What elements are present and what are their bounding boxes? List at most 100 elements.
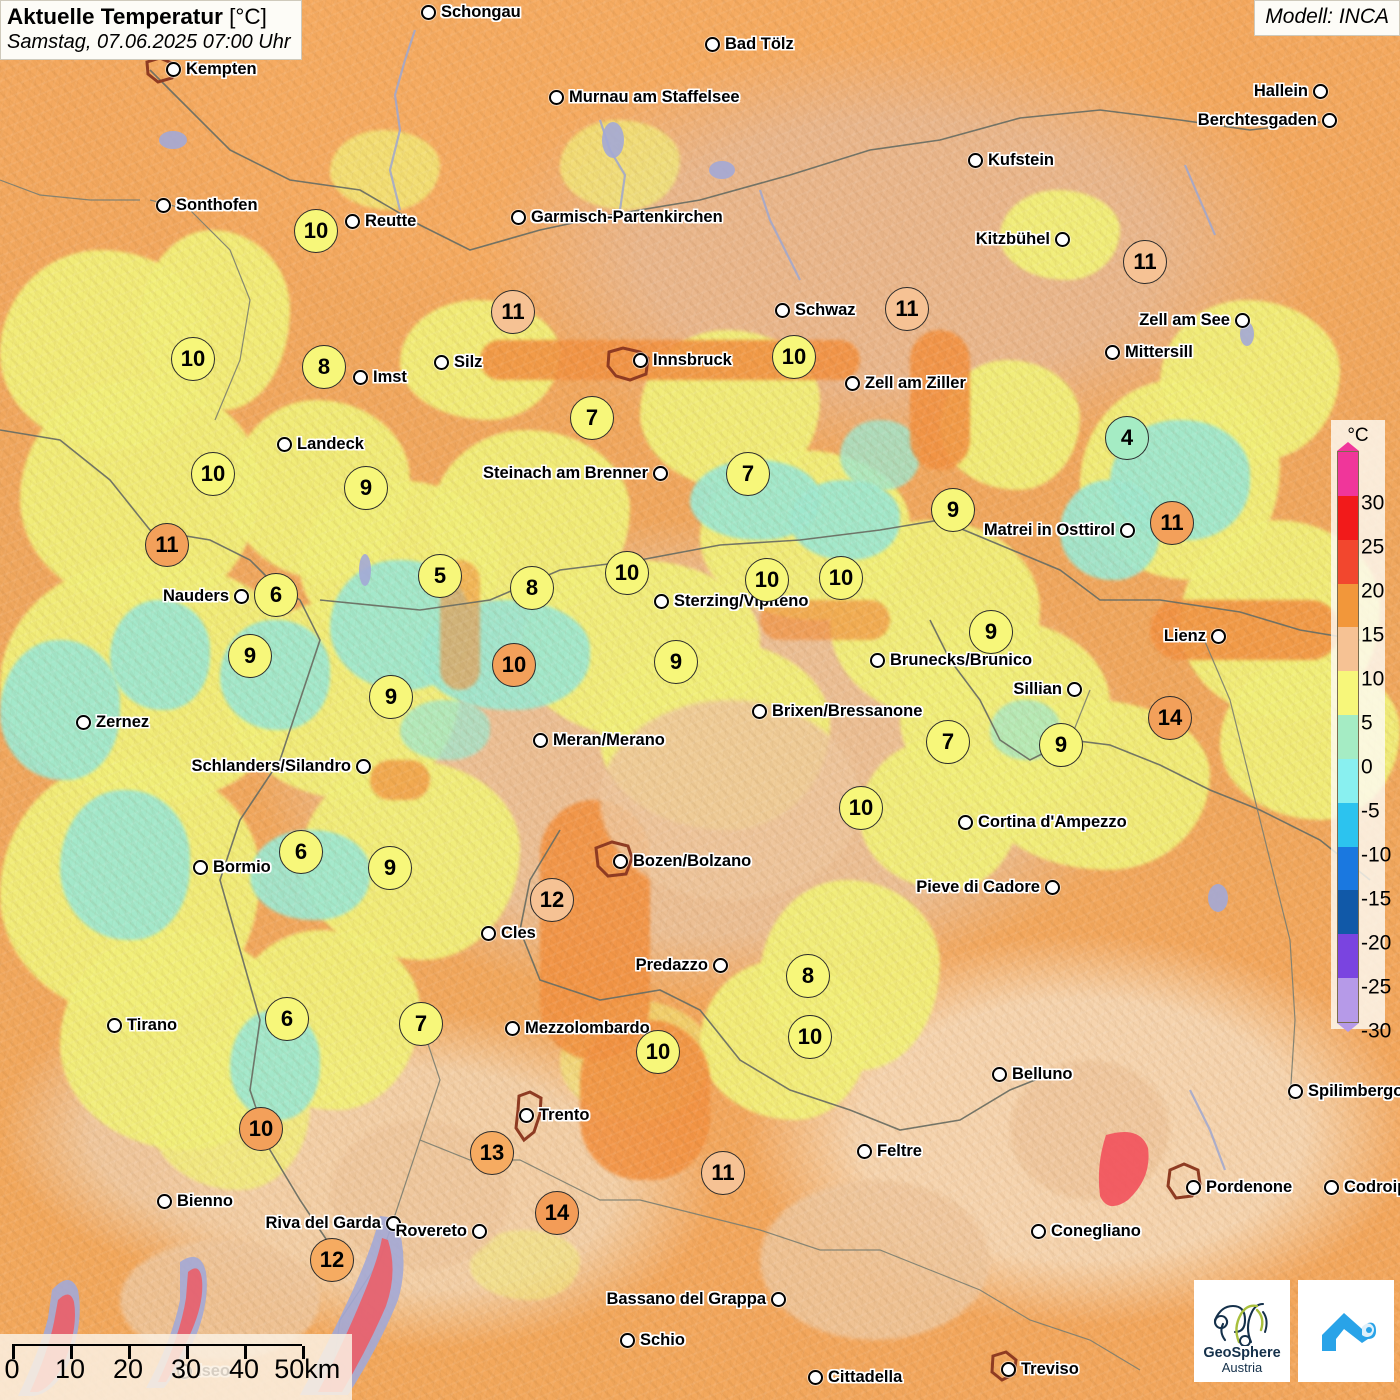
station-temperature-marker[interactable]: 11 <box>701 1151 745 1195</box>
station-temperature-marker[interactable]: 10 <box>605 551 649 595</box>
city-marker-icon <box>713 957 728 973</box>
station-temperature-marker[interactable]: 10 <box>636 1030 680 1074</box>
city-name: Rovereto <box>395 1222 467 1240</box>
geosphere-subtitle: Austria <box>1221 1360 1263 1376</box>
city-name: Meran/Merano <box>553 731 665 749</box>
city-marker-icon <box>166 61 181 77</box>
city-marker-icon <box>958 814 973 830</box>
station-temperature-marker[interactable]: 14 <box>1148 696 1192 740</box>
scale-label: 10 <box>54 1354 86 1384</box>
station-temperature-marker[interactable]: 10 <box>745 558 789 602</box>
station-temperature-marker[interactable]: 12 <box>310 1238 354 1282</box>
station-temperature-marker[interactable]: 10 <box>294 209 338 253</box>
colorbar-strip <box>1337 451 1359 1023</box>
station-temperature-marker[interactable]: 11 <box>1150 501 1194 545</box>
city-name: Conegliano <box>1051 1222 1141 1240</box>
scale-tick <box>70 1346 73 1359</box>
station-temperature-marker[interactable]: 10 <box>239 1107 283 1151</box>
station-temperature-marker[interactable]: 7 <box>726 452 770 496</box>
station-temperature-marker[interactable]: 9 <box>654 640 698 684</box>
station-temperature-marker[interactable]: 8 <box>786 954 830 998</box>
city-marker-icon <box>519 1107 534 1123</box>
station-temperature-marker[interactable]: 11 <box>491 290 535 334</box>
city-name: Sterzing/Vipiteno <box>674 592 809 610</box>
station-temperature-marker[interactable]: 10 <box>788 1015 832 1059</box>
station-temperature-marker[interactable]: 10 <box>819 556 863 600</box>
city-name: Imst <box>373 368 407 386</box>
colorbar-tick-label: 0 <box>1361 755 1373 779</box>
station-temperature-marker[interactable]: 11 <box>145 523 189 567</box>
station-temperature-marker[interactable]: 6 <box>254 573 298 617</box>
station-temperature-marker[interactable]: 11 <box>885 287 929 331</box>
station-temperature-marker[interactable]: 4 <box>1105 416 1149 460</box>
city-label: Riva del Garda <box>265 1215 401 1232</box>
city-marker-icon <box>845 375 860 391</box>
city-label: Cittadella <box>808 1369 902 1386</box>
station-temperature-marker[interactable]: 6 <box>265 997 309 1041</box>
colorbar-segment-b15_20 <box>1338 583 1358 628</box>
city-name: Bienno <box>177 1192 233 1210</box>
city-name: Matrei in Osttirol <box>983 521 1115 539</box>
city-name: Schlanders/Silandro <box>191 757 351 775</box>
station-temperature-marker[interactable]: 9 <box>228 634 272 678</box>
city-name: Sonthofen <box>176 196 258 214</box>
city-name: Brunecks/Brunico <box>890 651 1033 669</box>
scale-label: 0 <box>4 1354 20 1384</box>
station-temperature-marker[interactable]: 8 <box>302 345 346 389</box>
station-temperature-marker[interactable]: 7 <box>399 1002 443 1046</box>
colorbar-arrow-top-icon <box>1337 442 1359 451</box>
city-name: Steinach am Brenner <box>482 464 648 482</box>
city-name: Trento <box>539 1106 590 1124</box>
city-marker-icon <box>107 1017 122 1033</box>
station-temperature-marker[interactable]: 9 <box>1039 723 1083 767</box>
city-name: Schio <box>640 1331 685 1349</box>
station-temperature-marker[interactable]: 10 <box>191 452 235 496</box>
station-temperature-marker[interactable]: 12 <box>530 878 574 922</box>
city-marker-icon <box>992 1066 1007 1082</box>
station-temperature-marker[interactable]: 9 <box>344 466 388 510</box>
city-label: Schongau <box>421 4 521 21</box>
city-label: Zernez <box>76 714 149 731</box>
city-name: Riva del Garda <box>265 1214 381 1232</box>
scale-label: 20 <box>112 1354 144 1384</box>
station-temperature-marker[interactable]: 9 <box>969 610 1013 654</box>
city-label: Sonthofen <box>156 197 258 214</box>
city-marker-icon <box>1235 312 1250 328</box>
station-temperature-marker[interactable]: 9 <box>368 846 412 890</box>
colorbar-tick-label: 10 <box>1361 667 1385 691</box>
station-temperature-marker[interactable]: 7 <box>926 720 970 764</box>
station-temperature-marker[interactable]: 6 <box>279 830 323 874</box>
station-temperature-marker[interactable]: 13 <box>470 1131 514 1175</box>
city-label: Kufstein <box>968 152 1054 169</box>
city-name: Murnau am Staffelsee <box>569 88 740 106</box>
colorbar-segment-b5_10 <box>1338 671 1358 716</box>
city-label: Feltre <box>857 1143 922 1160</box>
city-marker-icon <box>193 859 208 875</box>
station-temperature-marker[interactable]: 10 <box>772 335 816 379</box>
station-temperature-marker[interactable]: 8 <box>510 566 554 610</box>
station-temperature-marker[interactable]: 10 <box>492 643 536 687</box>
scale-label: 50km <box>274 1354 341 1384</box>
city-label: Tirano <box>107 1017 177 1034</box>
station-temperature-marker[interactable]: 14 <box>535 1191 579 1235</box>
city-marker-icon <box>1045 879 1060 895</box>
station-temperature-marker[interactable]: 9 <box>931 488 975 532</box>
station-temperature-marker[interactable]: 5 <box>418 554 462 598</box>
city-marker-icon <box>653 465 668 481</box>
city-marker-icon <box>356 758 371 774</box>
title-unit: [°C] <box>229 4 267 29</box>
city-name: Schongau <box>441 3 521 21</box>
page-title: Aktuelle Temperatur [°C] <box>7 4 291 31</box>
station-temperature-marker[interactable]: 10 <box>839 786 883 830</box>
city-name: Bozen/Bolzano <box>633 852 752 870</box>
station-temperature-marker[interactable]: 9 <box>369 675 413 719</box>
city-label: Kempten <box>166 61 257 78</box>
station-temperature-marker[interactable]: 11 <box>1123 240 1167 284</box>
city-label: Schio <box>620 1332 685 1349</box>
station-temperature-marker[interactable]: 7 <box>570 396 614 440</box>
city-label: Reutte <box>345 213 416 230</box>
station-temperature-marker[interactable]: 10 <box>171 337 215 381</box>
city-name: Hallein <box>1253 82 1308 100</box>
city-name: Tirano <box>127 1016 178 1034</box>
